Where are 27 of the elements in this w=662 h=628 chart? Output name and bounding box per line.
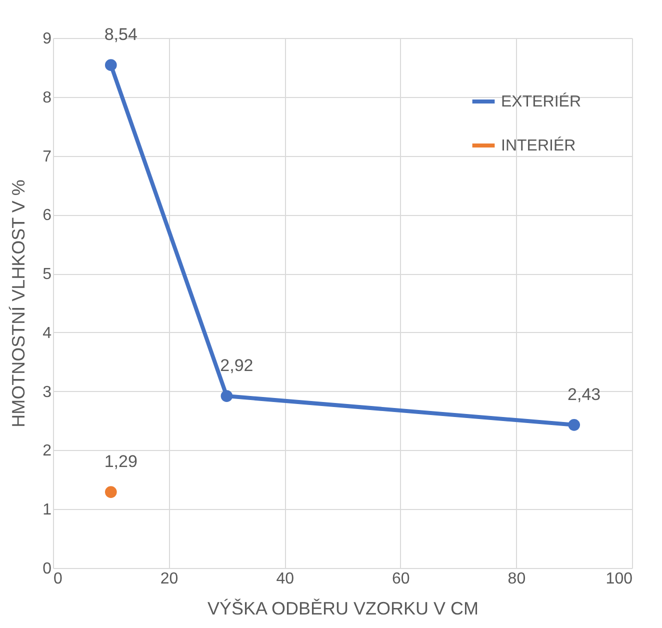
y-tick-label: 8: [42, 89, 52, 106]
x-tick-label: 60: [392, 570, 410, 588]
point: [104, 59, 117, 71]
y-tick-label: 1: [42, 502, 52, 519]
x-axis-title: VÝŠKA ODBĚRU VZORKU V CM: [207, 598, 479, 618]
point: [568, 418, 580, 431]
legend-label: INTERIÉR: [501, 136, 576, 154]
x-tick-label: 20: [160, 570, 178, 588]
point: [104, 486, 117, 498]
y-tick-label: 9: [42, 30, 52, 48]
x-tick-label: 0: [54, 570, 62, 588]
data-label: 8,54: [104, 25, 138, 44]
y-tick-label: 3: [42, 384, 52, 401]
y-tick-label: 6: [42, 207, 52, 224]
y-tick-label: 5: [42, 266, 52, 284]
x-tick-label: 100: [606, 570, 633, 588]
data-label: 2,92: [220, 356, 254, 376]
legend-label: EXTERIÉR: [501, 92, 582, 110]
y-axis-title: HMOTNOSTNÍ VLHKOST V %: [8, 180, 29, 428]
y-tick-label: 7: [42, 148, 52, 166]
y-tick-label: 4: [42, 324, 52, 342]
y-tick-label: 2: [42, 442, 52, 460]
x-tick-label: 80: [508, 570, 526, 588]
data-label: 1,29: [104, 452, 138, 472]
point: [220, 390, 233, 402]
data-label: 2,43: [568, 384, 601, 404]
x-tick-label: 40: [276, 570, 294, 588]
